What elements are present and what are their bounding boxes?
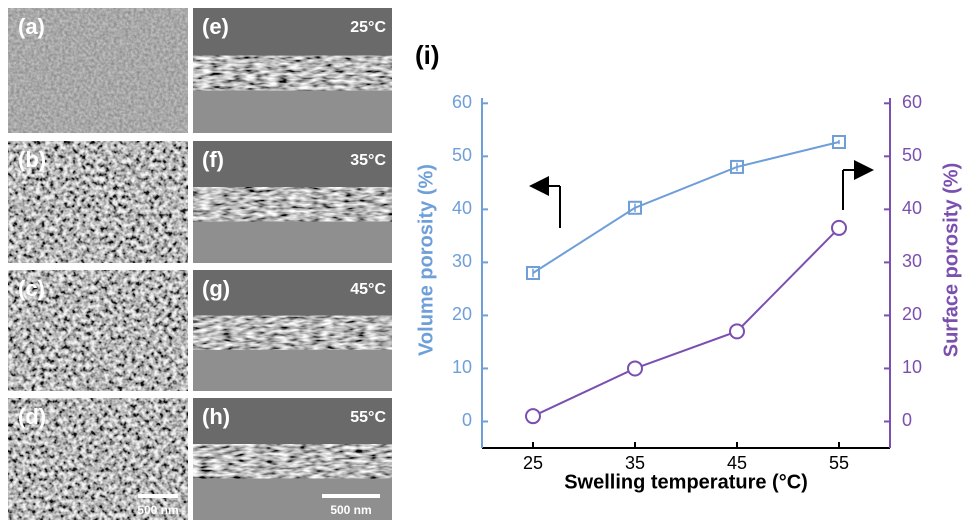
panel-label: (i): [415, 40, 440, 70]
y-tick-label: 20: [452, 304, 472, 324]
sem-texture: [193, 56, 392, 91]
y2-tick-label: 20: [902, 304, 922, 324]
temperature-label: 55°C: [350, 409, 386, 426]
temperature-label: 25°C: [350, 19, 386, 36]
series-line: [533, 228, 839, 416]
sem-substrate: [193, 350, 392, 391]
x-tick-label: 45: [727, 453, 747, 473]
sem-substrate: [193, 222, 392, 263]
y2-tick-label: 40: [902, 198, 922, 218]
sem-substrate: [193, 91, 392, 134]
y2-tick-label: 10: [902, 357, 922, 377]
marker: [832, 221, 846, 235]
y-axis-label: Volume porosity (%): [415, 164, 437, 356]
figure: (a) (e) 25°C (b) (f) 35°C (c) (g) 45°C (d) (h) 55°C…: [0, 0, 967, 523]
marker: [628, 361, 642, 375]
y2-tick-label: 60: [902, 92, 922, 112]
sem-texture: [193, 316, 392, 350]
y-tick-label: 10: [452, 357, 472, 377]
panel-label: (f): [202, 147, 224, 172]
sem-texture: [193, 444, 392, 478]
scale-bar-label: 500 nm: [330, 503, 371, 517]
panel-label: (b): [18, 147, 46, 172]
chart: (i) 25 35 45 55 0 10 20 30 40 50 60 0 10 20 30 40 50 60 Swe…: [415, 40, 962, 493]
y-tick-label: 60: [452, 92, 472, 112]
panel-label: (e): [202, 14, 229, 39]
series-line: [533, 142, 839, 273]
y2-tick-label: 30: [902, 251, 922, 271]
temperature-label: 35°C: [350, 152, 386, 169]
sem-texture: [193, 187, 392, 221]
sem-images: (a) (e) 25°C (b) (f) 35°C (c) (g) 45°C (d) (h) 55°C…: [8, 8, 392, 520]
x-axis-label: Swelling temperature (°C): [564, 471, 808, 493]
panel-label: (d): [18, 404, 46, 429]
y2-tick-label: 0: [902, 410, 912, 430]
y-tick-label: 0: [462, 410, 472, 430]
scale-bar-label: 500 nm: [137, 503, 178, 517]
x-tick-label: 25: [523, 453, 543, 473]
y2-tick-label: 50: [902, 145, 922, 165]
x-tick-label: 55: [829, 453, 849, 473]
y2-axis-label: Surface porosity (%): [940, 163, 962, 357]
y-tick-label: 50: [452, 145, 472, 165]
marker: [526, 409, 540, 423]
panel-label: (h): [202, 404, 230, 429]
y-tick-label: 40: [452, 198, 472, 218]
panel-label: (a): [18, 14, 45, 39]
x-tick-label: 35: [625, 453, 645, 473]
marker: [730, 324, 744, 338]
y-tick-label: 30: [452, 251, 472, 271]
panel-label: (g): [202, 276, 230, 301]
temperature-label: 45°C: [350, 281, 386, 298]
panel-label: (c): [18, 276, 45, 301]
